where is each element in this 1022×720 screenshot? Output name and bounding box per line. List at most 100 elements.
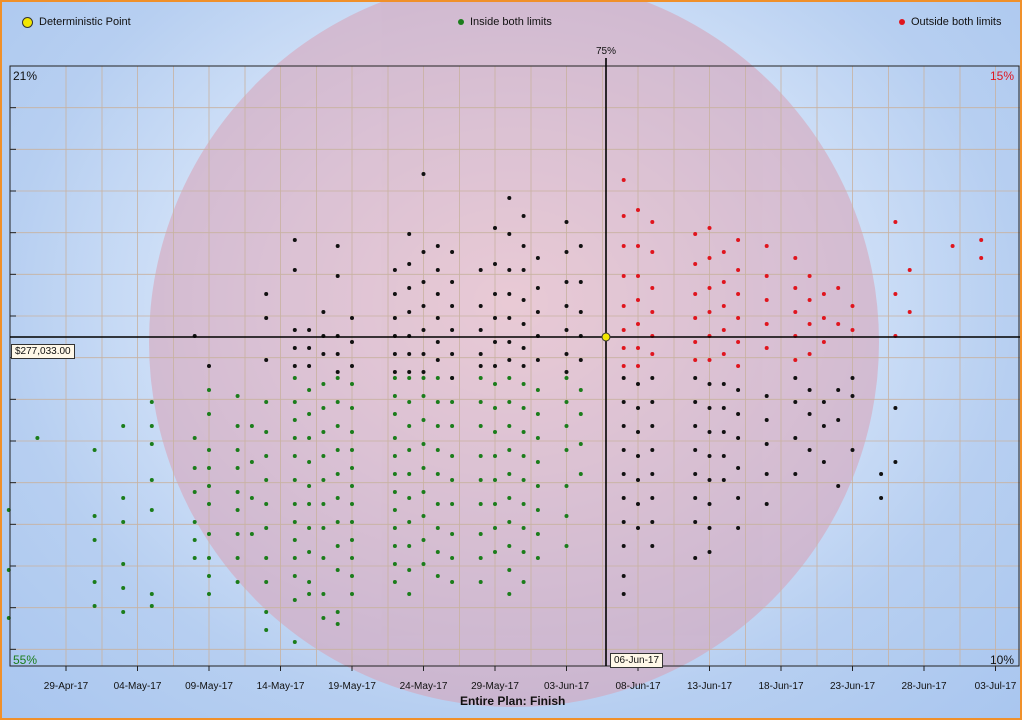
green-point — [335, 544, 340, 548]
black-point — [736, 412, 741, 416]
green-point — [321, 616, 326, 620]
deterministic-point-icon — [22, 16, 33, 28]
x-tick-label: 03-Jun-17 — [544, 681, 589, 692]
black-point — [693, 376, 698, 380]
green-point — [507, 568, 512, 572]
green-point — [521, 580, 526, 584]
green-point — [535, 412, 540, 416]
black-point — [707, 454, 712, 458]
black-point — [335, 244, 340, 248]
green-point — [493, 430, 497, 434]
black-point — [407, 370, 412, 374]
green-point — [149, 592, 154, 596]
green-point — [207, 592, 211, 596]
green-point — [207, 484, 211, 488]
black-point — [764, 442, 769, 446]
green-point — [578, 442, 583, 446]
black-point — [650, 376, 655, 380]
green-point — [207, 556, 211, 560]
black-point — [693, 424, 698, 428]
green-point — [564, 424, 569, 428]
red-point — [736, 268, 741, 272]
green-point — [392, 436, 397, 440]
red-point — [893, 220, 898, 224]
green-point — [564, 514, 569, 518]
green-point — [335, 400, 340, 404]
red-point — [721, 352, 726, 356]
green-point — [478, 400, 483, 404]
red-point — [821, 316, 826, 320]
green-point — [350, 520, 354, 524]
black-point — [450, 250, 455, 254]
green-point — [264, 430, 269, 434]
green-point — [564, 544, 569, 548]
green-point — [435, 424, 440, 428]
green-point — [207, 466, 211, 470]
green-point — [335, 568, 340, 572]
green-point — [535, 556, 540, 560]
green-point — [249, 532, 254, 536]
green-point — [478, 580, 483, 584]
green-point — [507, 376, 512, 380]
green-point — [392, 376, 397, 380]
green-point — [350, 592, 354, 596]
green-point — [149, 508, 154, 512]
black-point — [421, 280, 426, 284]
green-point — [235, 580, 240, 584]
black-point — [292, 346, 297, 350]
green-point — [392, 490, 397, 494]
red-point — [721, 280, 726, 284]
green-point — [350, 574, 354, 578]
red-point — [650, 220, 655, 224]
x-tick-label: 04-May-17 — [114, 681, 162, 692]
green-point — [421, 466, 426, 470]
green-point — [235, 556, 240, 560]
black-point — [264, 292, 269, 296]
red-point — [693, 358, 698, 362]
black-point — [478, 328, 483, 332]
x-tick-label: 28-Jun-17 — [901, 681, 946, 692]
red-point — [793, 358, 798, 362]
black-point — [292, 238, 297, 242]
black-point — [435, 358, 440, 362]
black-point — [650, 472, 655, 476]
black-point — [521, 298, 526, 302]
red-point — [907, 268, 912, 272]
green-point — [507, 472, 512, 476]
black-point — [307, 328, 312, 332]
green-point — [450, 424, 455, 428]
green-point — [493, 454, 497, 458]
green-point — [435, 550, 440, 554]
black-point — [478, 352, 483, 356]
green-point — [121, 562, 126, 566]
x-tick-label: 03-Jul-17 — [975, 681, 1017, 692]
black-point — [707, 478, 712, 482]
red-point — [650, 286, 655, 290]
green-point — [350, 382, 354, 386]
green-point — [435, 574, 440, 578]
black-point — [207, 364, 211, 368]
black-point — [693, 520, 698, 524]
green-point — [321, 502, 326, 506]
green-point — [407, 400, 412, 404]
green-point — [149, 400, 154, 404]
red-point — [621, 346, 626, 350]
black-point — [493, 364, 497, 368]
black-point — [764, 502, 769, 506]
green-point — [493, 478, 497, 482]
green-point — [493, 502, 497, 506]
red-point — [736, 316, 741, 320]
black-point — [736, 436, 741, 440]
green-point — [321, 430, 326, 434]
black-point — [350, 364, 354, 368]
green-point — [564, 376, 569, 380]
black-point — [893, 406, 898, 410]
black-point — [564, 280, 569, 284]
x-tick-label: 29-May-17 — [471, 681, 519, 692]
green-point — [335, 472, 340, 476]
black-point — [493, 316, 497, 320]
green-point — [207, 502, 211, 506]
green-point — [421, 538, 426, 542]
green-point — [450, 400, 455, 404]
green-point — [350, 448, 354, 452]
